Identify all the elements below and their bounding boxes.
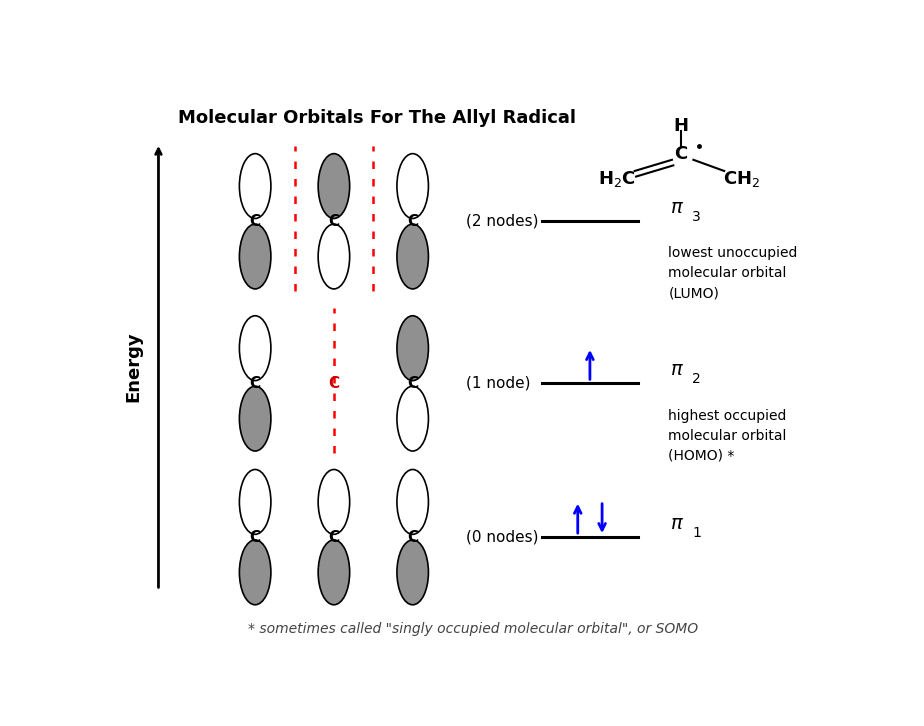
Text: π: π — [671, 197, 682, 217]
Text: highest occupied
molecular orbital
(HOMO) *: highest occupied molecular orbital (HOMO… — [668, 409, 786, 462]
Ellipse shape — [397, 316, 429, 380]
Text: C: C — [407, 530, 419, 544]
Text: C: C — [407, 376, 419, 391]
Text: Energy: Energy — [125, 331, 142, 402]
Ellipse shape — [239, 386, 271, 451]
Ellipse shape — [397, 224, 429, 289]
Text: C: C — [249, 213, 261, 229]
Text: (0 nodes): (0 nodes) — [467, 530, 539, 544]
Text: π: π — [671, 514, 682, 533]
Text: C: C — [328, 530, 339, 544]
Text: C: C — [675, 145, 687, 163]
Ellipse shape — [318, 224, 349, 289]
Ellipse shape — [239, 224, 271, 289]
Text: 2: 2 — [692, 372, 700, 386]
Text: C: C — [328, 213, 339, 229]
Text: C: C — [328, 376, 339, 391]
Text: C: C — [249, 530, 261, 544]
Text: H: H — [674, 118, 688, 135]
Ellipse shape — [397, 386, 429, 451]
Ellipse shape — [318, 470, 349, 534]
Text: (2 nodes): (2 nodes) — [467, 213, 539, 229]
Ellipse shape — [397, 154, 429, 219]
Ellipse shape — [239, 540, 271, 605]
Text: (1 node): (1 node) — [467, 376, 531, 391]
Text: lowest unoccupied
molecular orbital
(LUMO): lowest unoccupied molecular orbital (LUM… — [668, 246, 797, 301]
Text: 3: 3 — [692, 210, 700, 224]
Ellipse shape — [239, 470, 271, 534]
Text: 1: 1 — [692, 526, 700, 539]
Ellipse shape — [397, 540, 429, 605]
Text: Molecular Orbitals For The Allyl Radical: Molecular Orbitals For The Allyl Radical — [178, 109, 576, 127]
Ellipse shape — [239, 154, 271, 219]
Text: C: C — [407, 213, 419, 229]
Text: C: C — [249, 376, 261, 391]
Text: CH$_2$: CH$_2$ — [723, 169, 760, 189]
Text: H$_2$C: H$_2$C — [598, 169, 636, 189]
Text: π: π — [671, 360, 682, 379]
Text: * sometimes called "singly occupied molecular orbital", or SOMO: * sometimes called "singly occupied mole… — [249, 622, 699, 637]
Ellipse shape — [397, 470, 429, 534]
Ellipse shape — [239, 316, 271, 380]
Ellipse shape — [318, 154, 349, 219]
Ellipse shape — [318, 540, 349, 605]
